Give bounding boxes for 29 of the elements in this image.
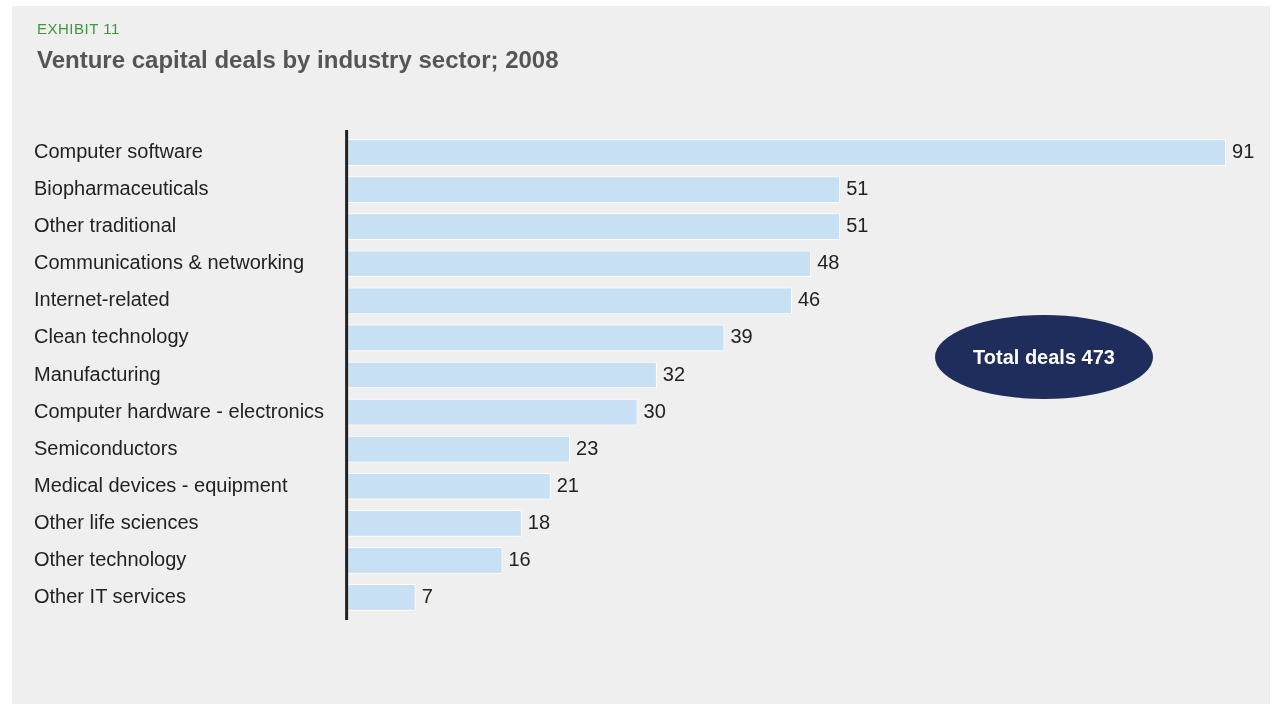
y-tick-label: Biopharmaceuticals [34, 177, 209, 200]
y-tick-label: Other traditional [34, 214, 177, 237]
data-label: 21 [556, 473, 579, 496]
y-tick-label: Internet-related [34, 288, 170, 311]
y-tick-label: Computer hardware - electronics [34, 399, 325, 422]
data-label: 7 [421, 584, 433, 607]
data-label: 16 [508, 547, 531, 570]
data-label: 23 [576, 436, 599, 459]
y-tick-label: Semiconductors [34, 436, 178, 459]
y-tick-label: Medical devices - equipment [34, 473, 288, 496]
y-tick-label: Other technology [34, 547, 187, 570]
y-tick-label: Manufacturing [34, 362, 161, 385]
y-tick-label: Other IT services [34, 584, 186, 607]
data-label: 51 [846, 177, 869, 200]
data-label: 48 [817, 251, 840, 274]
data-label: 30 [643, 399, 666, 422]
ellipse-badge: Total deals 473 [935, 315, 1153, 399]
y-tick-label: Clean technology [34, 325, 189, 348]
y-tick-label: Communications & networking [34, 251, 305, 274]
y-tick-label: Other life sciences [34, 510, 199, 533]
text: EXHIBIT 11 [37, 20, 120, 37]
chart-title: Venture capital deals by industry sector; 2008 [37, 46, 559, 74]
data-label: 18 [527, 510, 551, 533]
data-label: 32 [662, 362, 686, 385]
data-label: 39 [730, 325, 753, 348]
data-label: 51 [846, 214, 869, 237]
data-label: 91 [1232, 140, 1255, 163]
y-tick-label: Computer software [34, 140, 203, 163]
data-label: 46 [797, 288, 821, 311]
